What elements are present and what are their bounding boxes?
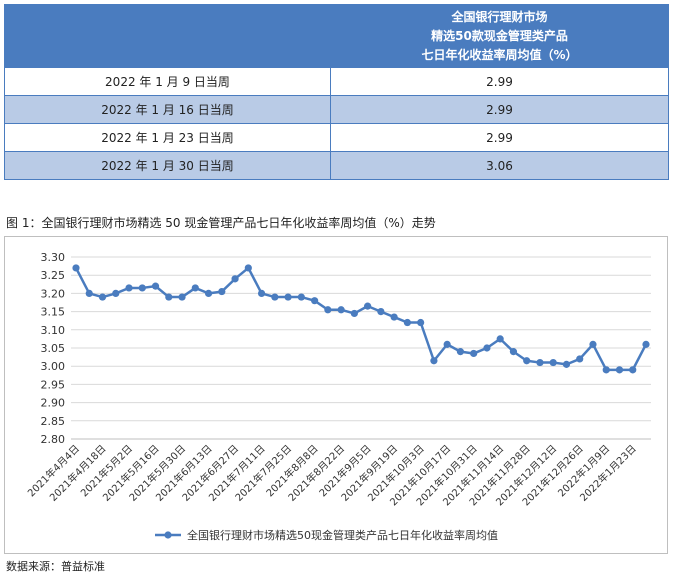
y-tick-label: 3.00 <box>41 360 66 373</box>
table-header-line: 全国银行理财市场 <box>451 9 548 24</box>
series-line <box>74 266 648 372</box>
data-point <box>257 289 266 297</box>
data-point <box>324 306 332 314</box>
data-point <box>191 284 199 292</box>
data-point <box>642 340 650 348</box>
data-point <box>311 297 319 305</box>
data-point <box>85 289 93 297</box>
data-point <box>125 284 133 292</box>
data-point <box>576 355 584 363</box>
data-point <box>615 366 624 374</box>
data-point <box>297 293 305 301</box>
data-point <box>377 308 385 316</box>
data-point <box>204 289 213 297</box>
figure-title: 图 1：全国银行理财市场精选 50 现金管理产品七日年化收益率周均值（%）走势 <box>6 216 436 230</box>
chart-container: 2.80 2.85 2.90 2.95 3.00 3.05 3.10 3.15 3.20 3.25… <box>4 236 668 554</box>
data-point <box>364 302 372 310</box>
y-tick-label: 3.20 <box>41 287 66 300</box>
data-point <box>589 340 597 348</box>
table-cell-value: 2.99 <box>330 95 669 124</box>
data-point <box>470 349 478 358</box>
data-point <box>72 264 80 272</box>
data-point <box>523 357 531 365</box>
table-cell-value: 3.06 <box>330 151 669 180</box>
data-point <box>178 293 186 301</box>
table-cell-week: 2022 年 1 月 30 日当周 <box>4 151 331 180</box>
data-point <box>496 335 504 343</box>
table-row: 2022 年 1 月 23 日当周 2.99 <box>4 123 669 152</box>
y-tick-label: 2.85 <box>41 415 66 428</box>
y-tick-label: 2.80 <box>41 433 66 446</box>
table-header-label <box>4 4 331 68</box>
y-tick-label: 3.10 <box>41 324 66 337</box>
table-cell-week: 2022 年 1 月 9 日当周 <box>4 67 331 96</box>
y-tick-label: 3.05 <box>41 342 66 355</box>
data-point <box>350 309 358 318</box>
data-point <box>284 293 292 301</box>
data-point <box>138 284 146 292</box>
data-point <box>112 289 120 297</box>
data-point <box>390 313 398 321</box>
data-point <box>549 358 557 367</box>
data-point <box>403 318 411 327</box>
table-header-line: 七日年化收益率周均值（%） <box>421 47 578 62</box>
line-chart: 2.80 2.85 2.90 2.95 3.00 3.05 3.10 3.15 3.20 3.25… <box>25 251 651 542</box>
y-tick-label: 2.90 <box>41 397 66 410</box>
data-point <box>443 340 451 348</box>
data-point <box>165 293 173 301</box>
y-tick-label: 3.15 <box>41 306 66 319</box>
y-tick-label: 2.95 <box>41 378 66 391</box>
data-point <box>417 318 425 327</box>
legend-marker <box>164 531 172 539</box>
data-point <box>231 275 239 283</box>
data-point <box>218 287 226 296</box>
data-point <box>536 358 544 367</box>
table-header-value: 全国银行理财市场 精选50款现金管理类产品 七日年化收益率周均值（%） <box>330 4 669 68</box>
legend-label: 全国银行理财市场精选50现金管理类产品七日年化收益率周均值 <box>187 528 498 542</box>
data-source: 数据来源：普益标准 <box>6 560 105 573</box>
data-point <box>430 357 438 365</box>
table-row: 2022 年 1 月 30 日当周 3.06 <box>4 151 669 180</box>
data-point <box>151 282 160 290</box>
data-point <box>244 264 252 272</box>
table-cell-value: 2.99 <box>330 123 669 152</box>
y-tick-label: 3.30 <box>41 251 66 264</box>
data-point <box>456 348 465 356</box>
table-row: 2022 年 1 月 9 日当周 2.99 <box>4 67 669 96</box>
data-point <box>337 306 345 314</box>
data-point <box>629 366 637 374</box>
table-header-line: 精选50款现金管理类产品 <box>431 28 568 43</box>
table-row: 2022 年 1 月 16 日当周 2.99 <box>4 95 669 124</box>
data-point <box>562 360 571 368</box>
table-cell-week: 2022 年 1 月 16 日当周 <box>4 95 331 124</box>
yield-table: 全国银行理财市场 精选50款现金管理类产品 七日年化收益率周均值（%） 2022… <box>4 4 669 180</box>
table-header-row: 全国银行理财市场 精选50款现金管理类产品 七日年化收益率周均值（%） <box>4 4 669 68</box>
data-point <box>271 293 279 301</box>
data-point <box>509 348 518 356</box>
data-point <box>98 293 107 301</box>
table-cell-value: 2.99 <box>330 67 669 96</box>
data-point <box>602 366 610 374</box>
data-point <box>483 344 491 352</box>
y-tick-label: 3.25 <box>41 269 66 282</box>
table-cell-week: 2022 年 1 月 23 日当周 <box>4 123 331 152</box>
